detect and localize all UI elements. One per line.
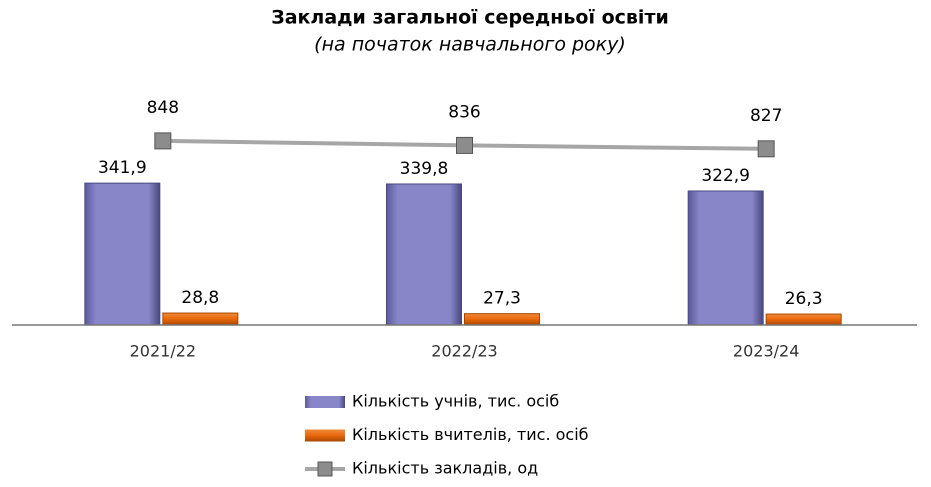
legend-marker xyxy=(317,461,333,477)
data-label: 848 xyxy=(147,98,179,118)
legend-label: Кількість закладів, од xyxy=(352,459,538,478)
bar xyxy=(162,312,239,326)
legend-label: Кількість вчителів, тис. осіб xyxy=(352,425,589,444)
bar xyxy=(464,313,540,326)
data-label: 341,9 xyxy=(98,158,147,178)
legend-marker xyxy=(305,429,345,442)
bar xyxy=(84,182,161,326)
line-marker xyxy=(456,136,473,154)
legend-label: Кількість учнів, тис. осіб xyxy=(352,392,559,411)
data-label: 28,8 xyxy=(181,288,219,308)
data-label: 339,8 xyxy=(400,159,449,179)
bar xyxy=(386,183,462,326)
bar xyxy=(687,190,764,326)
x-tick-label: 2021/22 xyxy=(130,342,196,361)
line-marker xyxy=(154,132,172,150)
chart-title: Заклади загальної середньої освіти xyxy=(271,7,669,29)
bar xyxy=(765,313,842,326)
line-marker xyxy=(757,140,775,158)
data-label: 836 xyxy=(448,102,480,122)
legend-marker xyxy=(305,396,345,408)
data-label: 322,9 xyxy=(701,166,750,186)
x-tick-label: 2023/24 xyxy=(733,342,799,361)
data-label: 27,3 xyxy=(483,289,521,309)
data-label: 26,3 xyxy=(785,289,823,309)
x-tick-label: 2022/23 xyxy=(431,342,497,361)
data-label: 827 xyxy=(750,106,782,126)
chart-subtitle: (на початок навчального року) xyxy=(314,34,626,56)
